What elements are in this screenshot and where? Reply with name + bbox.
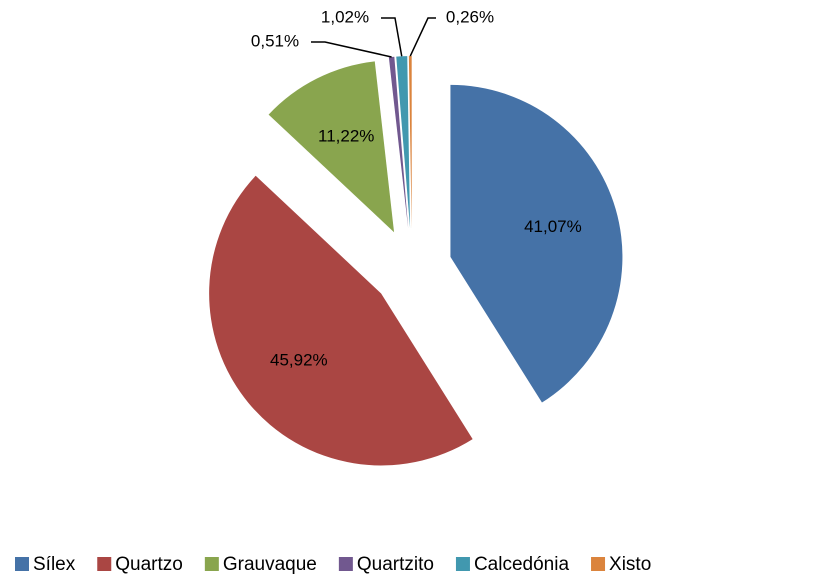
legend-label: Grauvaque (223, 554, 317, 575)
data-label: 45,92% (270, 351, 328, 370)
pie-slice (268, 61, 395, 233)
pie-slice (209, 175, 473, 466)
legend-label: Quartzito (357, 554, 434, 575)
leader-line (311, 41, 392, 58)
leader-line (409, 17, 436, 57)
data-label: 41,07% (524, 217, 582, 236)
legend-swatch (591, 557, 606, 571)
pie-slice (450, 84, 623, 403)
data-label: 1,02% (321, 7, 369, 26)
leader-line (381, 17, 403, 57)
legend-swatch (97, 557, 112, 571)
data-label: 0,51% (251, 31, 299, 50)
legend-label: Sílex (33, 554, 76, 575)
data-label: 11,22% (318, 126, 374, 145)
legend-label: Xisto (609, 554, 651, 575)
legend-swatch (338, 557, 353, 571)
legend-label: Quartzo (115, 554, 183, 575)
pie-slice (408, 56, 412, 229)
legend-swatch (204, 557, 219, 571)
legend-label: Calcedónia (474, 554, 569, 575)
legend-swatch (455, 557, 470, 571)
data-label: 0,26% (446, 7, 494, 26)
pie-slice (388, 56, 409, 229)
pie-slice (396, 56, 411, 229)
legend-swatch (15, 557, 29, 571)
